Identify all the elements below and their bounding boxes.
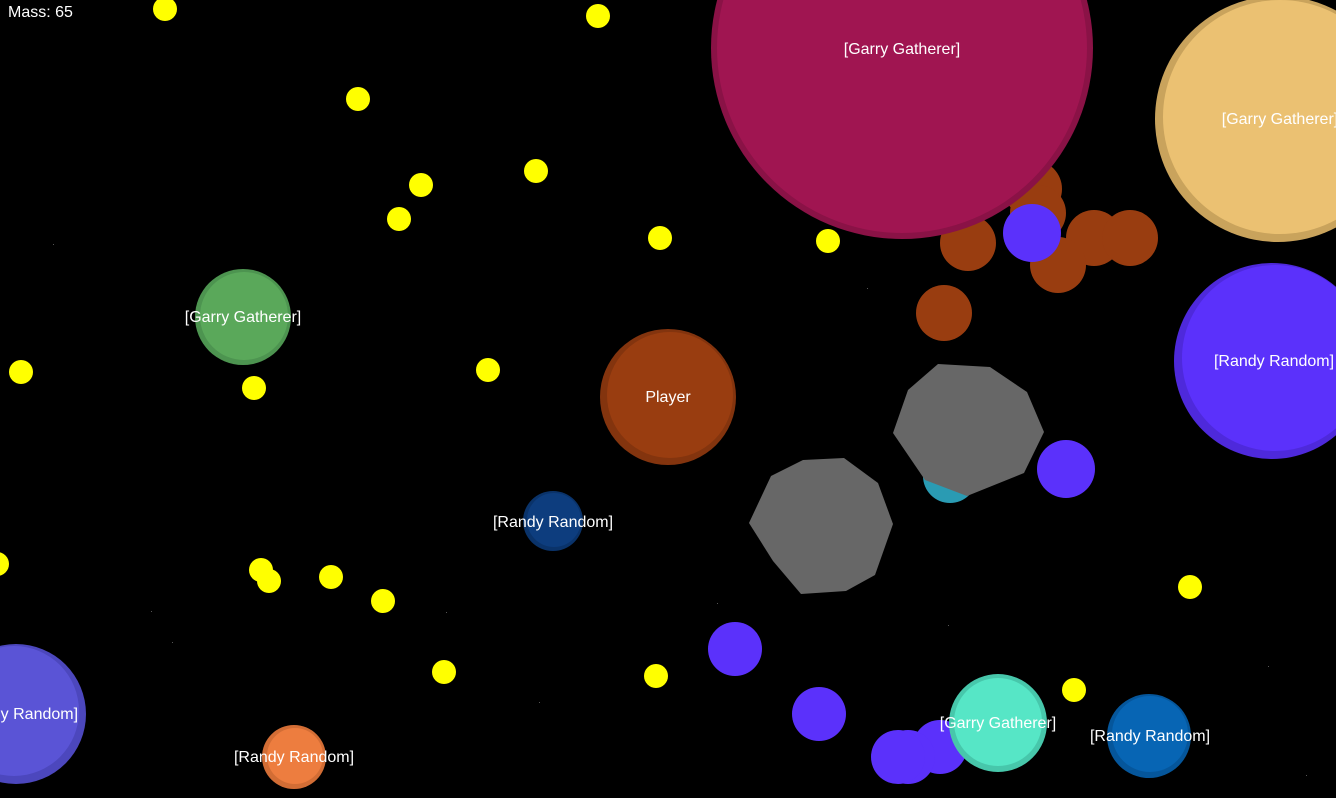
cell-randy-random-violet: [Randy Random]	[1174, 263, 1336, 459]
cell-fragment	[916, 285, 972, 341]
cell-garry-gatherer-magenta: [Garry Gatherer]	[711, 0, 1093, 239]
cell-garry-gatherer-tan: [Garry Gatherer]	[1155, 0, 1336, 242]
food-pellet	[242, 376, 266, 400]
virus-upper	[893, 364, 1044, 496]
cell-randy-random-slate: [Randy Random]	[0, 644, 86, 784]
food-pellet	[387, 207, 411, 231]
food-pellet	[1178, 575, 1202, 599]
food-pellet	[816, 229, 840, 253]
food-pellet	[648, 226, 672, 250]
cell-name-label: [Garry Gatherer]	[1222, 111, 1336, 128]
player-name-label: Player	[645, 389, 691, 406]
cell-garry-gatherer-aqua: [Garry Gatherer]	[940, 674, 1056, 772]
cell-fragment	[1037, 440, 1095, 498]
food-pellet	[9, 360, 33, 384]
cell-player: Player	[600, 329, 736, 465]
food-pellet	[257, 569, 281, 593]
mass-counter: Mass: 65	[8, 4, 73, 21]
cell-name-label: [Randy Random]	[493, 514, 613, 531]
food-pellet	[432, 660, 456, 684]
food-pellet	[371, 589, 395, 613]
food-pellet	[0, 552, 9, 576]
cell-name-label: [Garry Gatherer]	[185, 309, 301, 326]
food-pellet	[586, 4, 610, 28]
cell-fragment	[792, 687, 846, 741]
cell-randy-random-blue: [Randy Random]	[1090, 694, 1210, 778]
cell-randy-random-navy: [Randy Random]	[493, 491, 613, 551]
food-pellet	[346, 87, 370, 111]
virus-lower	[749, 458, 893, 594]
food-pellet	[524, 159, 548, 183]
cell-randy-random-orange: [Randy Random]	[234, 725, 354, 789]
cell-fragment	[871, 730, 925, 784]
cell-name-label: [Randy Random]	[0, 706, 78, 723]
cell-name-label: [Randy Random]	[234, 749, 354, 766]
cell-name-label: [Randy Random]	[1214, 353, 1334, 370]
background-specks	[53, 244, 1307, 776]
food-pellet	[409, 173, 433, 197]
food-pellet	[153, 0, 177, 21]
cell-name-label: [Garry Gatherer]	[940, 715, 1056, 732]
food-pellets	[0, 0, 1202, 702]
food-pellet	[319, 565, 343, 589]
cell-name-label: [Randy Random]	[1090, 728, 1210, 745]
cell-fragment	[1102, 210, 1158, 266]
food-pellet	[644, 664, 668, 688]
brown-fragments	[916, 160, 1158, 341]
cell-name-label: [Garry Gatherer]	[844, 41, 960, 58]
cell-fragment	[1003, 204, 1061, 262]
food-pellet	[1062, 678, 1086, 702]
food-pellet	[476, 358, 500, 382]
cell-garry-gatherer-green: [Garry Gatherer]	[185, 269, 301, 365]
cell-fragment	[708, 622, 762, 676]
